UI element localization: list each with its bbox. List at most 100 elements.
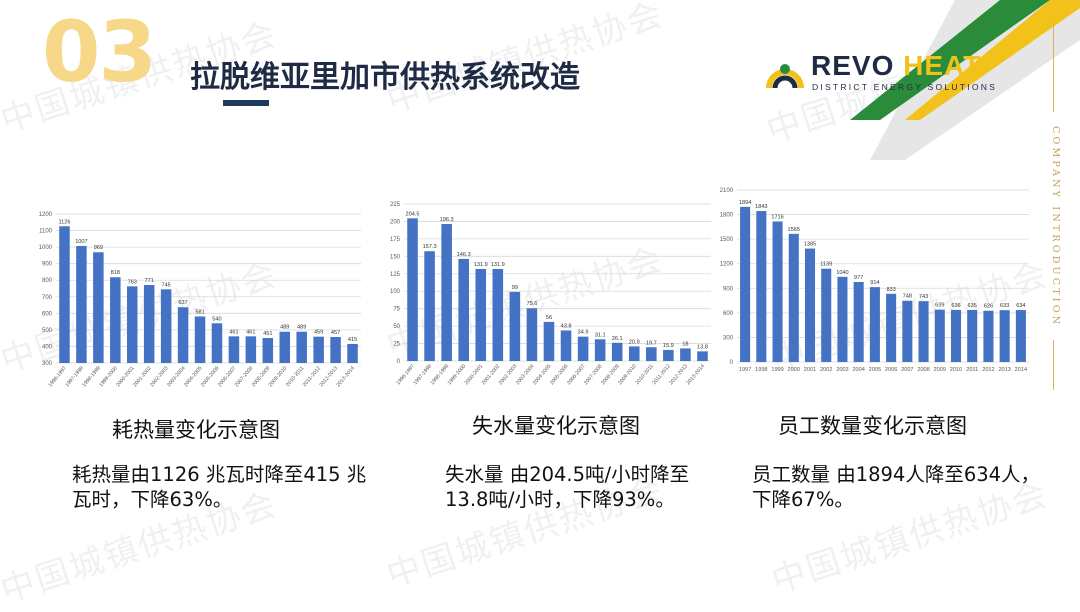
bar — [296, 331, 307, 363]
bar — [475, 268, 487, 361]
data-label: 18 — [682, 341, 688, 347]
bar — [245, 336, 257, 363]
data-label: 26.1 — [612, 336, 623, 342]
data-label: 461 — [229, 329, 238, 335]
x-tick-label: 2003 — [836, 367, 848, 373]
x-tick-label: 2000 — [788, 367, 800, 373]
y-tick-label: 1000 — [39, 245, 53, 251]
logo-revo: REVO — [811, 50, 895, 81]
x-tick-label: 2006 — [885, 367, 897, 373]
bar — [211, 323, 223, 363]
data-label: 637 — [178, 300, 187, 306]
x-tick-label: 2008 — [917, 367, 929, 373]
bar — [1015, 310, 1026, 362]
bar — [983, 310, 994, 362]
y-tick-label: 300 — [723, 335, 734, 341]
bar — [330, 337, 341, 363]
data-label: 75.6 — [526, 301, 537, 307]
y-tick-label: 800 — [42, 278, 53, 284]
data-label: 459 — [314, 330, 323, 336]
bar — [526, 308, 538, 361]
y-tick-label: 1100 — [39, 229, 53, 235]
bar — [821, 268, 832, 362]
bar — [407, 218, 418, 361]
bar — [126, 286, 138, 363]
bar — [611, 342, 623, 361]
logo-heat: HEAT — [903, 50, 982, 81]
description-water-loss: 失水量 由204.5吨/小时降至13.8吨/小时，下降93%。 — [445, 463, 690, 511]
x-tick-label: 2002 — [820, 367, 832, 373]
caption-employees: 员工数量变化示意图 — [778, 414, 967, 438]
x-tick-label: 2001 — [804, 367, 816, 373]
x-tick-label: 2012 — [982, 367, 994, 373]
data-label: 415 — [348, 337, 357, 343]
bar — [509, 291, 521, 361]
data-label: 626 — [984, 304, 993, 310]
caption-heat-consumption: 耗热量变化示意图 — [112, 418, 280, 442]
bar — [492, 268, 504, 361]
bar — [143, 285, 155, 363]
y-tick-label: 150 — [390, 254, 401, 260]
data-label: 633 — [1000, 303, 1009, 309]
bar — [93, 252, 104, 363]
data-label: 19.7 — [646, 340, 657, 346]
bar — [804, 248, 816, 362]
bar — [543, 321, 555, 361]
x-tick-label: 1997 — [739, 367, 751, 373]
data-label: 1040 — [836, 270, 848, 276]
data-label: 635 — [968, 303, 977, 309]
bar — [177, 307, 189, 363]
data-label: 157.3 — [423, 244, 437, 250]
data-label: 31.1 — [595, 332, 606, 338]
bar — [441, 224, 452, 361]
data-label: 131.9 — [491, 262, 505, 268]
data-label: 20.9 — [629, 339, 640, 345]
bar — [697, 351, 708, 361]
data-label: 581 — [195, 309, 204, 315]
y-tick-label: 600 — [42, 311, 53, 317]
description-employees: 员工数量 由1894人降至634人，下降67%。 — [752, 463, 1041, 511]
data-label: 914 — [870, 280, 879, 286]
bar — [950, 309, 962, 362]
y-tick-label: 0 — [730, 360, 734, 366]
y-tick-label: 1800 — [720, 213, 734, 219]
y-tick-label: 0 — [397, 359, 401, 365]
bar — [756, 211, 767, 362]
data-label: 56 — [546, 315, 552, 321]
bar — [577, 336, 589, 361]
x-tick-label: 2013-2014 — [685, 363, 706, 386]
side-label: COMPANY INTRODUCTION — [1050, 126, 1061, 328]
y-tick-label: 175 — [390, 237, 401, 243]
chart-employees-svg: 0 300 600 900 1200 1500 1800 2100 1894 1997 1843 19… — [720, 188, 1029, 373]
bar — [788, 233, 799, 362]
chart-water-loss: 0 25 50 75 100 125 150 175 200 225 204.5 1996-1997 1… — [378, 192, 718, 398]
bar — [560, 330, 572, 361]
y-tick-label: 200 — [390, 219, 401, 225]
bar — [663, 349, 674, 361]
logo-wordmark: REVO HEAT — [811, 50, 981, 82]
caption-water-loss: 失水量变化示意图 — [472, 414, 640, 438]
data-label: 13.8 — [697, 344, 708, 350]
data-label: 489 — [297, 325, 306, 331]
data-label: 1716 — [771, 214, 783, 220]
y-tick-label: 1200 — [720, 262, 734, 268]
data-label: 131.9 — [474, 262, 488, 268]
chart-heat-consumption: 300 400 500 600 700 800 900 1000 1100 1200 1126 199… — [28, 200, 368, 395]
y-tick-label: 900 — [42, 262, 53, 268]
bar — [837, 276, 848, 362]
data-label: 977 — [854, 275, 863, 281]
y-tick-label: 300 — [42, 361, 53, 367]
y-tick-label: 1500 — [720, 237, 734, 243]
y-tick-label: 700 — [42, 295, 53, 301]
data-label: 1007 — [75, 239, 87, 245]
y-tick-label: 50 — [393, 324, 400, 330]
data-label: 763 — [128, 279, 137, 285]
logo-tagline: DISTRICT ENERGY SOLUTIONS — [812, 82, 998, 92]
bar — [76, 245, 87, 363]
bar — [646, 347, 657, 361]
description-heat-consumption: 耗热量由1126 兆瓦时降至415 兆瓦时，下降63%。 — [72, 463, 367, 511]
y-tick-label: 100 — [390, 289, 401, 295]
data-label: 15.9 — [663, 343, 674, 349]
data-label: 451 — [263, 331, 272, 337]
data-label: 748 — [903, 294, 912, 300]
